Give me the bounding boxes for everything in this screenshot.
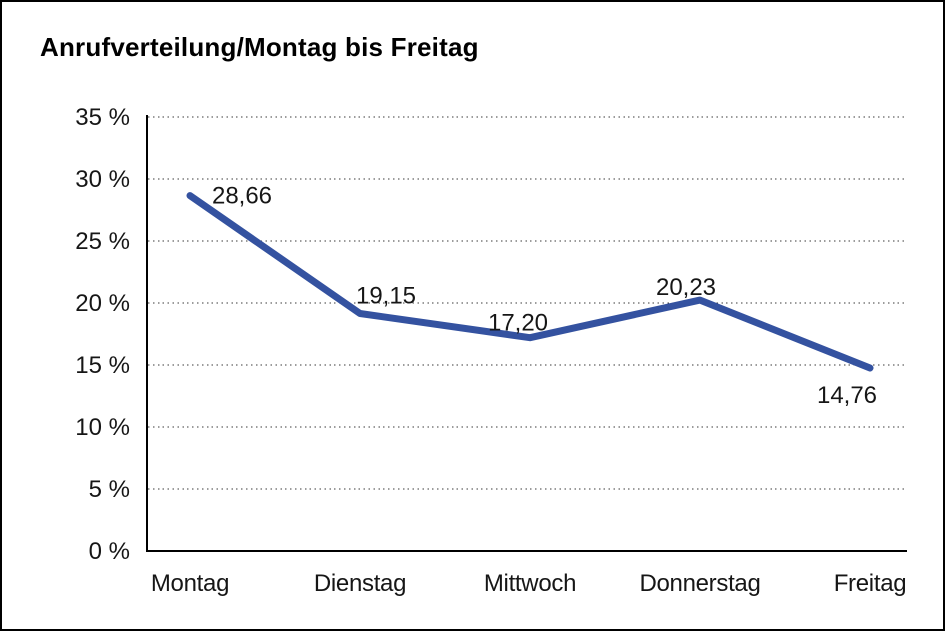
y-tick-label: 30 % — [75, 166, 130, 193]
y-tick-label: 25 % — [75, 228, 130, 255]
x-category-label: Mittwoch — [484, 570, 576, 597]
y-tick-label: 35 % — [75, 104, 130, 131]
data-point-label: 14,76 — [817, 382, 877, 409]
axis-lines — [145, 115, 907, 553]
data-point-label: 17,20 — [488, 310, 548, 337]
y-tick-label: 5 % — [89, 476, 130, 503]
y-tick-label: 15 % — [75, 352, 130, 379]
y-tick-label: 20 % — [75, 290, 130, 317]
chart-title: Anrufverteilung/Montag bis Freitag — [40, 32, 479, 62]
data-series-line — [186, 192, 874, 372]
data-point-label: 19,15 — [356, 283, 416, 310]
x-category-label: Montag — [151, 570, 229, 597]
data-point-label: 20,23 — [656, 274, 716, 301]
y-tick-label: 10 % — [75, 414, 130, 441]
y-tick-label: 0 % — [89, 538, 130, 565]
data-point-label: 28,66 — [212, 183, 272, 210]
x-category-label: Dienstag — [314, 570, 406, 597]
x-category-label: Donnerstag — [639, 570, 760, 597]
x-category-label: Freitag — [834, 570, 907, 597]
